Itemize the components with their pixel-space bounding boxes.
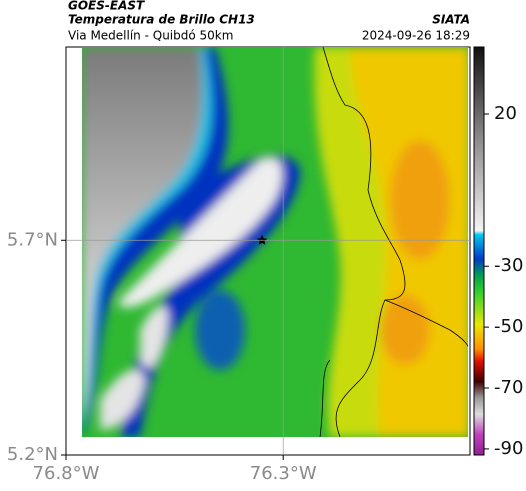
colorbar-tick-label: -70 — [494, 377, 523, 398]
location-marker — [256, 235, 268, 245]
route: Via Medellín - Quibdó 50km — [68, 29, 233, 43]
lat-tick-label: 5.7°N — [7, 229, 58, 250]
colorbar-tick-label: 20 — [494, 103, 517, 124]
colorbar-tick-label: -30 — [494, 255, 523, 276]
lon-tick-label: 76.8°W — [33, 463, 100, 484]
colorbar-tick-label: -90 — [494, 438, 523, 459]
colorbar — [473, 46, 485, 456]
lat-tick-label: 5.2°N — [7, 444, 58, 465]
satellite-name: GOES-EAST — [68, 0, 145, 13]
source: SIATA — [432, 13, 470, 27]
lon-tick-label: 76.3°W — [250, 463, 317, 484]
brightness-field — [82, 47, 468, 437]
timestamp: 2024-09-26 18:29 — [362, 29, 470, 43]
colorbar-tick-label: -50 — [494, 316, 523, 337]
product-name: Temperatura de Brillo CH13 — [68, 13, 255, 27]
